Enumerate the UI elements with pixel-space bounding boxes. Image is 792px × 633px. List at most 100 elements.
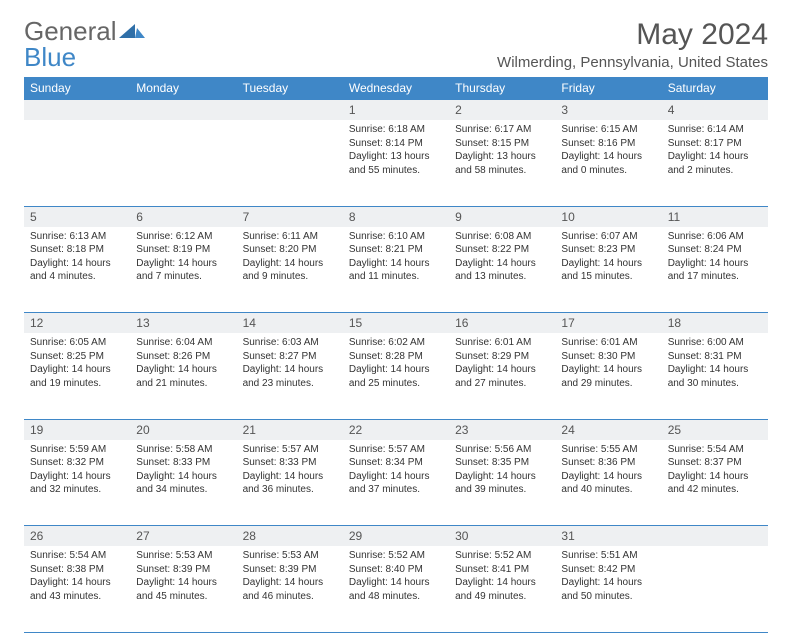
day-number: 30: [449, 526, 555, 547]
sunrise-text: Sunrise: 6:01 AM: [561, 336, 655, 350]
sunset-text: Sunset: 8:17 PM: [668, 137, 762, 151]
day-cell: Sunrise: 5:51 AMSunset: 8:42 PMDaylight:…: [555, 546, 661, 632]
daylight-text: Daylight: 14 hours and 13 minutes.: [455, 257, 549, 284]
sunset-text: Sunset: 8:25 PM: [30, 350, 124, 364]
day-number: 21: [237, 419, 343, 440]
daylight-text: Daylight: 13 hours and 55 minutes.: [349, 150, 443, 177]
day-number: 23: [449, 419, 555, 440]
daylight-text: Daylight: 14 hours and 2 minutes.: [668, 150, 762, 177]
sunset-text: Sunset: 8:36 PM: [561, 456, 655, 470]
sunrise-text: Sunrise: 6:02 AM: [349, 336, 443, 350]
day-number: [237, 100, 343, 121]
sunset-text: Sunset: 8:39 PM: [243, 563, 337, 577]
day-cell: Sunrise: 6:08 AMSunset: 8:22 PMDaylight:…: [449, 227, 555, 313]
sunrise-text: Sunrise: 6:18 AM: [349, 123, 443, 137]
day-number: 27: [130, 526, 236, 547]
daylight-text: Daylight: 14 hours and 21 minutes.: [136, 363, 230, 390]
logo: GeneralBlue: [24, 18, 145, 70]
sunrise-text: Sunrise: 6:15 AM: [561, 123, 655, 137]
sunset-text: Sunset: 8:30 PM: [561, 350, 655, 364]
sunset-text: Sunset: 8:38 PM: [30, 563, 124, 577]
daylight-text: Daylight: 14 hours and 29 minutes.: [561, 363, 655, 390]
sunrise-text: Sunrise: 6:17 AM: [455, 123, 549, 137]
daylight-text: Daylight: 14 hours and 9 minutes.: [243, 257, 337, 284]
day-cell: Sunrise: 6:06 AMSunset: 8:24 PMDaylight:…: [662, 227, 768, 313]
logo-mark-icon: [119, 18, 145, 38]
daylight-text: Daylight: 14 hours and 46 minutes.: [243, 576, 337, 603]
sunset-text: Sunset: 8:26 PM: [136, 350, 230, 364]
sunset-text: Sunset: 8:32 PM: [30, 456, 124, 470]
daylight-text: Daylight: 14 hours and 43 minutes.: [30, 576, 124, 603]
sunrise-text: Sunrise: 6:01 AM: [455, 336, 549, 350]
daylight-text: Daylight: 14 hours and 50 minutes.: [561, 576, 655, 603]
weekday-header: Monday: [130, 77, 236, 100]
daylight-text: Daylight: 14 hours and 15 minutes.: [561, 257, 655, 284]
day-number-row: 567891011: [24, 206, 768, 227]
sunrise-text: Sunrise: 5:52 AM: [455, 549, 549, 563]
sunset-text: Sunset: 8:37 PM: [668, 456, 762, 470]
weekday-header: Thursday: [449, 77, 555, 100]
day-number: 3: [555, 100, 661, 121]
sunset-text: Sunset: 8:39 PM: [136, 563, 230, 577]
day-cell: Sunrise: 6:11 AMSunset: 8:20 PMDaylight:…: [237, 227, 343, 313]
day-number: 10: [555, 206, 661, 227]
sunset-text: Sunset: 8:16 PM: [561, 137, 655, 151]
day-number: 11: [662, 206, 768, 227]
sunset-text: Sunset: 8:23 PM: [561, 243, 655, 257]
location: Wilmerding, Pennsylvania, United States: [497, 54, 768, 71]
day-number-row: 12131415161718: [24, 313, 768, 334]
daylight-text: Daylight: 14 hours and 30 minutes.: [668, 363, 762, 390]
sunset-text: Sunset: 8:14 PM: [349, 137, 443, 151]
sunset-text: Sunset: 8:22 PM: [455, 243, 549, 257]
day-cell: [130, 120, 236, 206]
day-number: 2: [449, 100, 555, 121]
day-number: 14: [237, 313, 343, 334]
daylight-text: Daylight: 14 hours and 0 minutes.: [561, 150, 655, 177]
sunset-text: Sunset: 8:20 PM: [243, 243, 337, 257]
day-number: 5: [24, 206, 130, 227]
daylight-text: Daylight: 14 hours and 32 minutes.: [30, 470, 124, 497]
sunrise-text: Sunrise: 6:10 AM: [349, 230, 443, 244]
day-cell: Sunrise: 6:02 AMSunset: 8:28 PMDaylight:…: [343, 333, 449, 419]
calendar-table: SundayMondayTuesdayWednesdayThursdayFrid…: [24, 77, 768, 633]
day-cell: Sunrise: 5:52 AMSunset: 8:40 PMDaylight:…: [343, 546, 449, 632]
day-cell: Sunrise: 6:00 AMSunset: 8:31 PMDaylight:…: [662, 333, 768, 419]
weekday-header: Sunday: [24, 77, 130, 100]
week-row: Sunrise: 5:59 AMSunset: 8:32 PMDaylight:…: [24, 440, 768, 526]
day-number-row: 19202122232425: [24, 419, 768, 440]
day-number: 4: [662, 100, 768, 121]
day-number: 24: [555, 419, 661, 440]
daylight-text: Daylight: 14 hours and 45 minutes.: [136, 576, 230, 603]
sunrise-text: Sunrise: 6:11 AM: [243, 230, 337, 244]
day-number: [24, 100, 130, 121]
daylight-text: Daylight: 14 hours and 19 minutes.: [30, 363, 124, 390]
day-cell: Sunrise: 5:53 AMSunset: 8:39 PMDaylight:…: [237, 546, 343, 632]
daylight-text: Daylight: 14 hours and 36 minutes.: [243, 470, 337, 497]
day-number: 29: [343, 526, 449, 547]
sunrise-text: Sunrise: 5:51 AM: [561, 549, 655, 563]
sunset-text: Sunset: 8:15 PM: [455, 137, 549, 151]
day-cell: Sunrise: 6:15 AMSunset: 8:16 PMDaylight:…: [555, 120, 661, 206]
day-number: 12: [24, 313, 130, 334]
weekday-header: Friday: [555, 77, 661, 100]
day-cell: Sunrise: 6:07 AMSunset: 8:23 PMDaylight:…: [555, 227, 661, 313]
day-number: 15: [343, 313, 449, 334]
day-cell: Sunrise: 5:55 AMSunset: 8:36 PMDaylight:…: [555, 440, 661, 526]
day-number: 6: [130, 206, 236, 227]
day-number: 16: [449, 313, 555, 334]
day-cell: Sunrise: 6:17 AMSunset: 8:15 PMDaylight:…: [449, 120, 555, 206]
day-number: 17: [555, 313, 661, 334]
sunrise-text: Sunrise: 5:56 AM: [455, 443, 549, 457]
sunset-text: Sunset: 8:29 PM: [455, 350, 549, 364]
weekday-header-row: SundayMondayTuesdayWednesdayThursdayFrid…: [24, 77, 768, 100]
sunset-text: Sunset: 8:18 PM: [30, 243, 124, 257]
daylight-text: Daylight: 14 hours and 34 minutes.: [136, 470, 230, 497]
day-cell: [237, 120, 343, 206]
sunrise-text: Sunrise: 6:14 AM: [668, 123, 762, 137]
sunset-text: Sunset: 8:27 PM: [243, 350, 337, 364]
month-title: May 2024: [497, 18, 768, 52]
daylight-text: Daylight: 14 hours and 49 minutes.: [455, 576, 549, 603]
sunset-text: Sunset: 8:35 PM: [455, 456, 549, 470]
sunset-text: Sunset: 8:41 PM: [455, 563, 549, 577]
daylight-text: Daylight: 14 hours and 11 minutes.: [349, 257, 443, 284]
